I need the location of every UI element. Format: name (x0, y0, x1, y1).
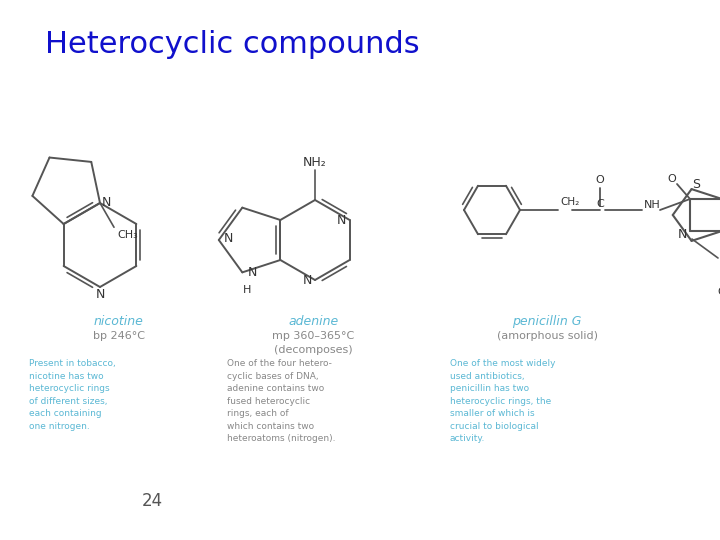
Text: N: N (102, 197, 111, 210)
Text: O: O (718, 287, 720, 297)
Text: Present in tobacco,
nicotine has two
heterocyclic rings
of different sizes,
each: Present in tobacco, nicotine has two het… (29, 359, 115, 430)
Text: penicillin G: penicillin G (513, 315, 582, 328)
Text: N: N (678, 228, 687, 241)
Text: NH: NH (644, 200, 661, 210)
Text: C: C (596, 199, 604, 209)
Text: CH₂: CH₂ (560, 197, 580, 207)
Text: S: S (693, 178, 701, 191)
Text: 24: 24 (141, 492, 163, 510)
Text: NH₂: NH₂ (303, 156, 327, 168)
Text: (amorphous solid): (amorphous solid) (497, 331, 598, 341)
Text: One of the most widely
used antibiotics,
penicillin has two
heterocyclic rings, : One of the most widely used antibiotics,… (450, 359, 556, 443)
Text: (decomposes): (decomposes) (274, 345, 353, 355)
Text: N: N (95, 287, 104, 300)
Text: CH₃: CH₃ (117, 230, 138, 240)
Text: O: O (595, 175, 604, 185)
Text: nicotine: nicotine (94, 315, 144, 328)
Text: bp 246°C: bp 246°C (93, 331, 145, 341)
Text: Heterocyclic compounds: Heterocyclic compounds (45, 30, 420, 59)
Text: N: N (337, 213, 346, 226)
Text: One of the four hetero-
cyclic bases of DNA,
adenine contains two
fused heterocy: One of the four hetero- cyclic bases of … (227, 359, 336, 443)
Text: O: O (667, 174, 676, 184)
Text: adenine: adenine (288, 315, 338, 328)
Text: mp 360–365°C: mp 360–365°C (272, 331, 354, 341)
Text: N: N (248, 266, 257, 279)
Text: N: N (302, 273, 312, 287)
Text: N: N (224, 232, 233, 245)
Text: H: H (243, 285, 251, 295)
